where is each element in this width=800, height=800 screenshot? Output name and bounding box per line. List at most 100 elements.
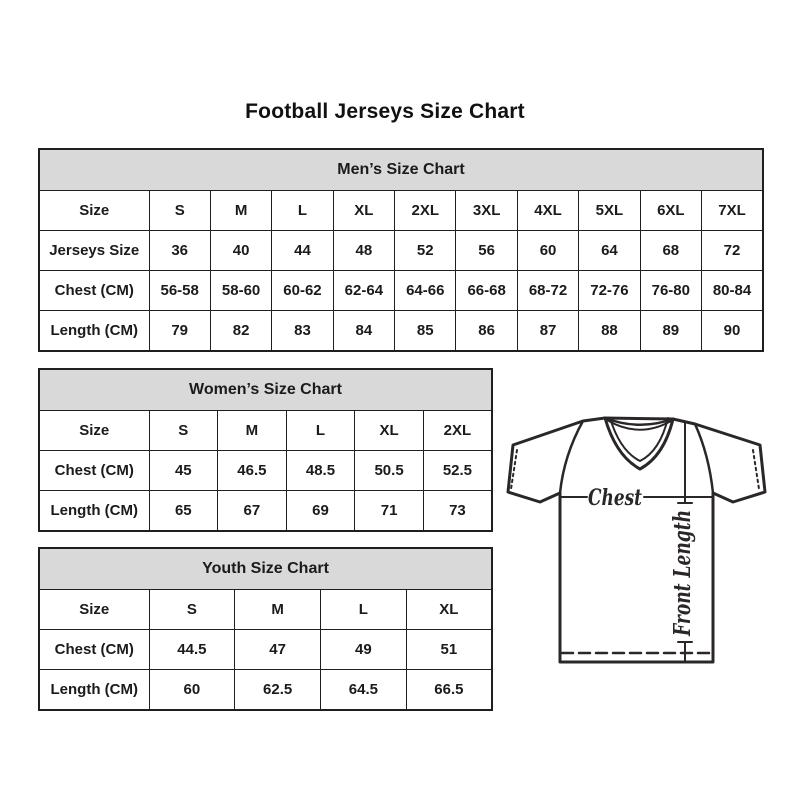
table-cell: 40 (209, 230, 273, 271)
table-cell: XL (405, 589, 493, 630)
table-cell: 80-84 (701, 270, 764, 311)
table-cell: 73 (422, 490, 493, 532)
table-cell: L (285, 410, 356, 451)
table-cell: 69 (285, 490, 356, 532)
table-cell: 62.5 (234, 669, 321, 711)
row-label: Length (CM) (38, 310, 150, 352)
right-cuff-stitch-line (752, 449, 760, 490)
table-cell: 85 (394, 310, 457, 352)
table-cell: 87 (516, 310, 580, 352)
table-cell: 45 (148, 450, 219, 491)
table-title-row: Men’s Size Chart (38, 148, 764, 191)
table-cell: 82 (209, 310, 273, 352)
row-label: Size (38, 410, 150, 451)
table-cell: 76-80 (639, 270, 703, 311)
table-cell: 46.5 (217, 450, 287, 491)
table-cell: 48 (332, 230, 396, 271)
table-row: Size S M L XL 2XL 3XL 4XL 5XL 6XL 7XL (38, 190, 764, 231)
right-sleeve-seam (693, 422, 715, 495)
table-cell: 79 (148, 310, 211, 352)
table-row: Chest (CM) 45 46.5 48.5 50.5 52.5 (38, 450, 493, 491)
table-cell: 83 (271, 310, 334, 352)
table-cell: 7XL (701, 190, 764, 231)
table-cell: 5XL (578, 190, 641, 231)
table-row: Chest (CM) 44.5 47 49 51 (38, 629, 493, 670)
row-label: Size (38, 190, 150, 231)
table-title: Women’s Size Chart (38, 368, 493, 411)
table-cell: 51 (405, 629, 493, 670)
table-cell: 64-66 (394, 270, 457, 311)
table-cell: L (271, 190, 334, 231)
front-length-measure-line (677, 421, 693, 663)
table-cell: 66.5 (405, 669, 493, 711)
table-cell: 64 (578, 230, 641, 271)
table-row: Jerseys Size 36 40 44 48 52 56 60 64 68 72 (38, 230, 764, 271)
row-label: Chest (CM) (38, 629, 150, 670)
table-cell: S (148, 410, 219, 451)
table-cell: 56-58 (148, 270, 211, 311)
table-cell: 50.5 (354, 450, 424, 491)
womens-size-table: Women’s Size Chart Size S M L XL 2XL Chest (CM)… (38, 368, 493, 532)
table-cell: S (148, 190, 211, 231)
table-title: Youth Size Chart (38, 547, 493, 590)
table-title-row: Women’s Size Chart (38, 368, 493, 411)
left-cuff-stitch-line (510, 449, 518, 490)
table-cell: XL (332, 190, 396, 231)
table-cell: 86 (455, 310, 518, 352)
row-label: Length (CM) (38, 669, 150, 711)
table-cell: 52 (394, 230, 457, 271)
row-label: Chest (CM) (38, 450, 150, 491)
table-cell: 60-62 (271, 270, 334, 311)
table-cell: 65 (148, 490, 219, 532)
table-cell: M (234, 589, 321, 630)
table-row: Length (CM) 79 82 83 84 85 86 87 88 89 90 (38, 310, 764, 352)
row-label: Chest (CM) (38, 270, 150, 311)
table-cell: 84 (332, 310, 396, 352)
table-cell: 71 (354, 490, 424, 532)
table-cell: 60 (516, 230, 580, 271)
table-cell: 90 (701, 310, 764, 352)
jersey-outline (506, 416, 767, 664)
collar-v-outer (603, 416, 675, 471)
table-row: Length (CM) 60 62.5 64.5 66.5 (38, 669, 493, 711)
table-row: Size S M L XL (38, 589, 493, 630)
table-cell: 36 (148, 230, 211, 271)
table-cell: 3XL (455, 190, 518, 231)
table-cell: M (217, 410, 287, 451)
table-cell: 4XL (516, 190, 580, 231)
table-cell: 44 (271, 230, 334, 271)
mens-size-table: Men’s Size Chart Size S M L XL 2XL 3XL 4XL 5XL 6XL… (38, 148, 764, 352)
table-cell: 2XL (422, 410, 493, 451)
table-cell: 89 (639, 310, 703, 352)
jersey-icon: Chest Front Length (506, 416, 767, 664)
table-cell: 68 (639, 230, 703, 271)
table-cell: M (209, 190, 273, 231)
table-cell: 48.5 (285, 450, 356, 491)
table-cell: 47 (234, 629, 321, 670)
table-cell: 62-64 (332, 270, 396, 311)
table-cell: L (320, 589, 407, 630)
table-title-row: Youth Size Chart (38, 547, 493, 590)
table-cell: 49 (320, 629, 407, 670)
table-cell: 68-72 (516, 270, 580, 311)
front-length-label: Front Length (669, 510, 696, 637)
page-title: Football Jerseys Size Chart (245, 100, 525, 123)
table-cell: 52.5 (422, 450, 493, 491)
chest-label: Chest (588, 485, 642, 511)
table-cell: 6XL (639, 190, 703, 231)
table-cell: 44.5 (148, 629, 236, 670)
table-title: Men’s Size Chart (38, 148, 764, 191)
table-cell: 66-68 (455, 270, 518, 311)
table-row: Size S M L XL 2XL (38, 410, 493, 451)
jersey-measurement-diagram: Chest Front Length (500, 403, 770, 673)
table-cell: XL (354, 410, 424, 451)
table-row: Chest (CM) 56-58 58-60 60-62 62-64 64-66 66-68… (38, 270, 764, 311)
row-label: Length (CM) (38, 490, 150, 532)
table-cell: 56 (455, 230, 518, 271)
table-cell: 88 (578, 310, 641, 352)
table-cell: 64.5 (320, 669, 407, 711)
row-label: Jerseys Size (38, 230, 150, 271)
table-cell: 58-60 (209, 270, 273, 311)
table-cell: 2XL (394, 190, 457, 231)
table-cell: 60 (148, 669, 236, 711)
